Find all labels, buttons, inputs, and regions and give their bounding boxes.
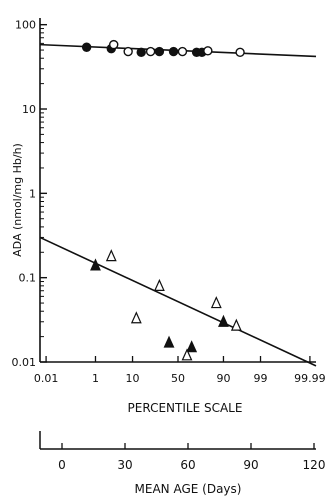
open-circle-point — [145, 46, 156, 57]
mean-age-tick-label: 0 — [58, 458, 66, 472]
fit-line — [39, 236, 317, 367]
filled-circle-point — [136, 47, 146, 58]
y-tick-label: 0.1 — [19, 272, 37, 285]
open-triangle-point — [105, 249, 117, 262]
x-tick-label: 50 — [171, 372, 185, 385]
x-tick-label: 99 — [254, 372, 268, 385]
filled-circle-point — [154, 46, 165, 57]
filled-circle-point — [81, 42, 92, 52]
data-markers — [81, 39, 245, 361]
open-triangle-point — [130, 311, 142, 324]
open-circle-point — [203, 46, 213, 56]
mean-age-tick-label: 60 — [180, 458, 195, 472]
open-triangle-point — [230, 318, 242, 331]
x-tick-label: 99.99 — [294, 372, 326, 385]
y-tick-label: 1 — [29, 187, 36, 200]
mean-age-axis-label: MEAN AGE (Days) — [135, 482, 242, 496]
filled-triangle-point — [218, 314, 229, 327]
open-triangle-point — [153, 278, 165, 291]
y-tick-label: 0.01 — [12, 356, 37, 369]
x-tick-label: 90 — [216, 372, 230, 385]
mean-age-tick-label: 120 — [303, 458, 326, 472]
tick-labels: 100 10 1 0.1 0.01 0.01 1 10 50 90 99 99.99 — [12, 19, 326, 385]
filled-triangle-point — [163, 335, 175, 348]
open-circle-point — [235, 47, 245, 58]
open-circle-point — [109, 39, 119, 50]
filled-triangle-point — [186, 340, 198, 353]
chart-axes — [39, 18, 316, 363]
regression-lines — [39, 43, 317, 367]
y-axis-label: ADA (nmol/mg Hb/h) — [11, 143, 24, 257]
filled-triangle-point — [90, 258, 101, 271]
mean-age-axis: 0 30 60 90 120 — [39, 431, 326, 472]
x-tick-label: 10 — [126, 372, 140, 385]
open-triangle-point — [210, 296, 222, 309]
mean-age-tick-label: 30 — [117, 458, 132, 472]
x-axis-label: PERCENTILE SCALE — [128, 401, 243, 415]
x-tick-label: 0.01 — [34, 372, 59, 385]
y-tick-label: 100 — [15, 19, 36, 32]
x-tick-label: 1 — [92, 372, 99, 385]
y-tick-label: 10 — [22, 103, 36, 116]
mean-age-tick-label: 90 — [243, 458, 258, 472]
open-circle-point — [123, 46, 133, 57]
open-circle-point — [177, 46, 188, 57]
open-triangle-point — [181, 348, 193, 361]
filled-circle-point — [168, 46, 179, 57]
